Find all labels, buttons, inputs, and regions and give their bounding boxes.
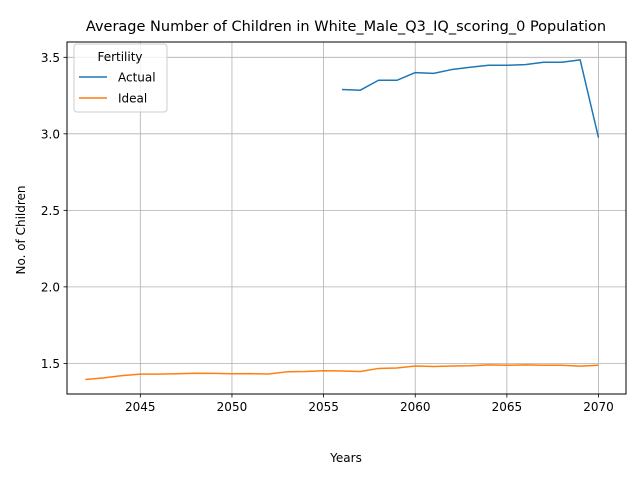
x-axis-label: Years: [329, 451, 362, 465]
y-tick-label: 2.5: [41, 204, 60, 218]
x-tick-label: 2065: [492, 400, 523, 414]
legend-entries: Actual Ideal: [79, 71, 156, 106]
plot-frame: [66, 41, 627, 395]
x-tick-label: 2050: [217, 400, 248, 414]
grid: [67, 42, 626, 394]
legend: Fertility Actual Ideal: [73, 43, 168, 113]
y-tick-label: 3.0: [41, 127, 60, 141]
legend-label-actual: Actual: [118, 71, 156, 85]
y-axis-ticks: 1.5 2.0 2.5 3.0 3.5: [41, 51, 67, 371]
y-tick-label: 3.5: [41, 51, 60, 65]
legend-box: [73, 43, 168, 113]
series-line-actual: [341, 59, 600, 138]
chart-title: Average Number of Children in White_Male…: [86, 19, 606, 35]
y-tick-label: 2.0: [41, 280, 60, 294]
x-tick-label: 2055: [308, 400, 339, 414]
x-tick-label: 2060: [400, 400, 431, 414]
x-tick-label: 2045: [125, 400, 156, 414]
series-line-ideal: [85, 364, 599, 381]
y-tick-label: 1.5: [41, 357, 60, 371]
legend-label-ideal: Ideal: [118, 92, 147, 106]
x-tick-label: 2070: [583, 400, 614, 414]
x-axis-ticks: 2045 2050 2055 2060 2065 2070: [125, 394, 614, 414]
series-layer: [85, 59, 600, 381]
y-axis-label: No. of Children: [14, 185, 28, 274]
legend-title: Fertility: [97, 50, 142, 64]
